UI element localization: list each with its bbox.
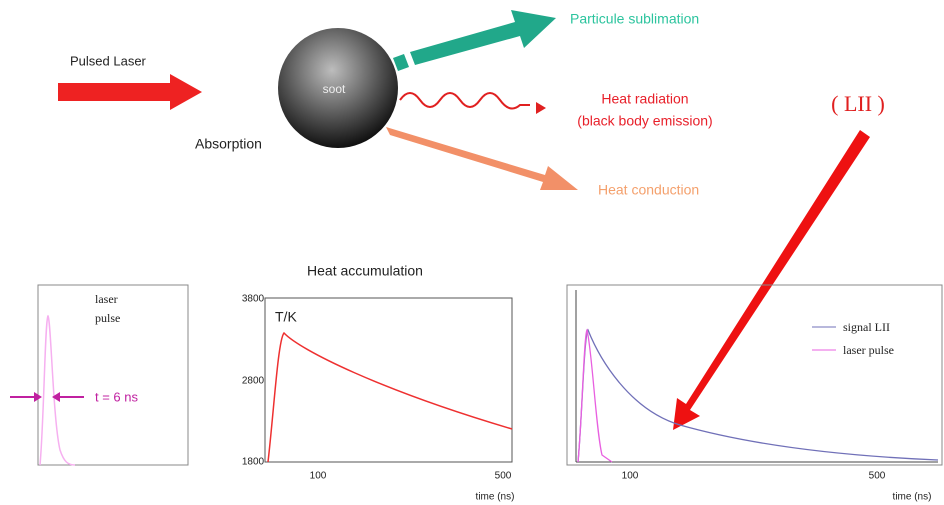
output-label: Particule sublimation: [570, 11, 699, 27]
sublimation-arrow: [410, 10, 556, 65]
width-arrowhead: [34, 392, 42, 402]
pulse-width: t = 6 ns: [95, 389, 138, 404]
pulse-curve: [577, 328, 613, 463]
x-tick-label: 500: [495, 471, 512, 482]
legend-text: laser pulse: [843, 343, 894, 357]
lii-arrow: [673, 130, 870, 430]
input-label: Pulsed Laser: [70, 53, 147, 68]
legend-text: laser: [95, 292, 118, 306]
particle-label: soot: [323, 82, 346, 96]
panel-title: Heat accumulation: [307, 263, 423, 279]
x-tick-label: 100: [310, 471, 327, 482]
lii-label: ( LII ): [831, 91, 885, 116]
sublimation-fragment: [393, 54, 409, 71]
temperature-curve: [267, 331, 513, 463]
legend-text: signal LII: [843, 320, 890, 334]
laser-arrow: [58, 74, 202, 110]
pulse-curve: [39, 314, 76, 466]
x-tick-label: 100: [622, 471, 639, 482]
width-arrowhead: [52, 392, 60, 402]
output-label: Heat radiation: [601, 91, 688, 107]
x-axis-label: time (ns): [893, 492, 932, 503]
y-tick-label: 1800: [242, 457, 265, 468]
y-tick-label: 3800: [242, 294, 265, 305]
radiation-wave: [399, 92, 530, 110]
soot-particle: [278, 28, 398, 148]
y-axis-label: T/K: [275, 309, 297, 325]
x-tick-label: 500: [869, 471, 886, 482]
radiation-arrowhead: [536, 102, 546, 114]
panel-frame: [37, 284, 189, 466]
panel-frame: [264, 297, 513, 463]
x-axis-label: time (ns): [476, 492, 515, 503]
y-tick-label: 2800: [242, 376, 265, 387]
legend-text: pulse: [95, 311, 120, 325]
process-label: Absorption: [195, 136, 262, 152]
conduction-arrow: [386, 127, 578, 190]
output-sublabel: (black body emission): [577, 113, 712, 129]
output-label: Heat conduction: [598, 182, 699, 198]
panel-frame: [566, 284, 943, 466]
